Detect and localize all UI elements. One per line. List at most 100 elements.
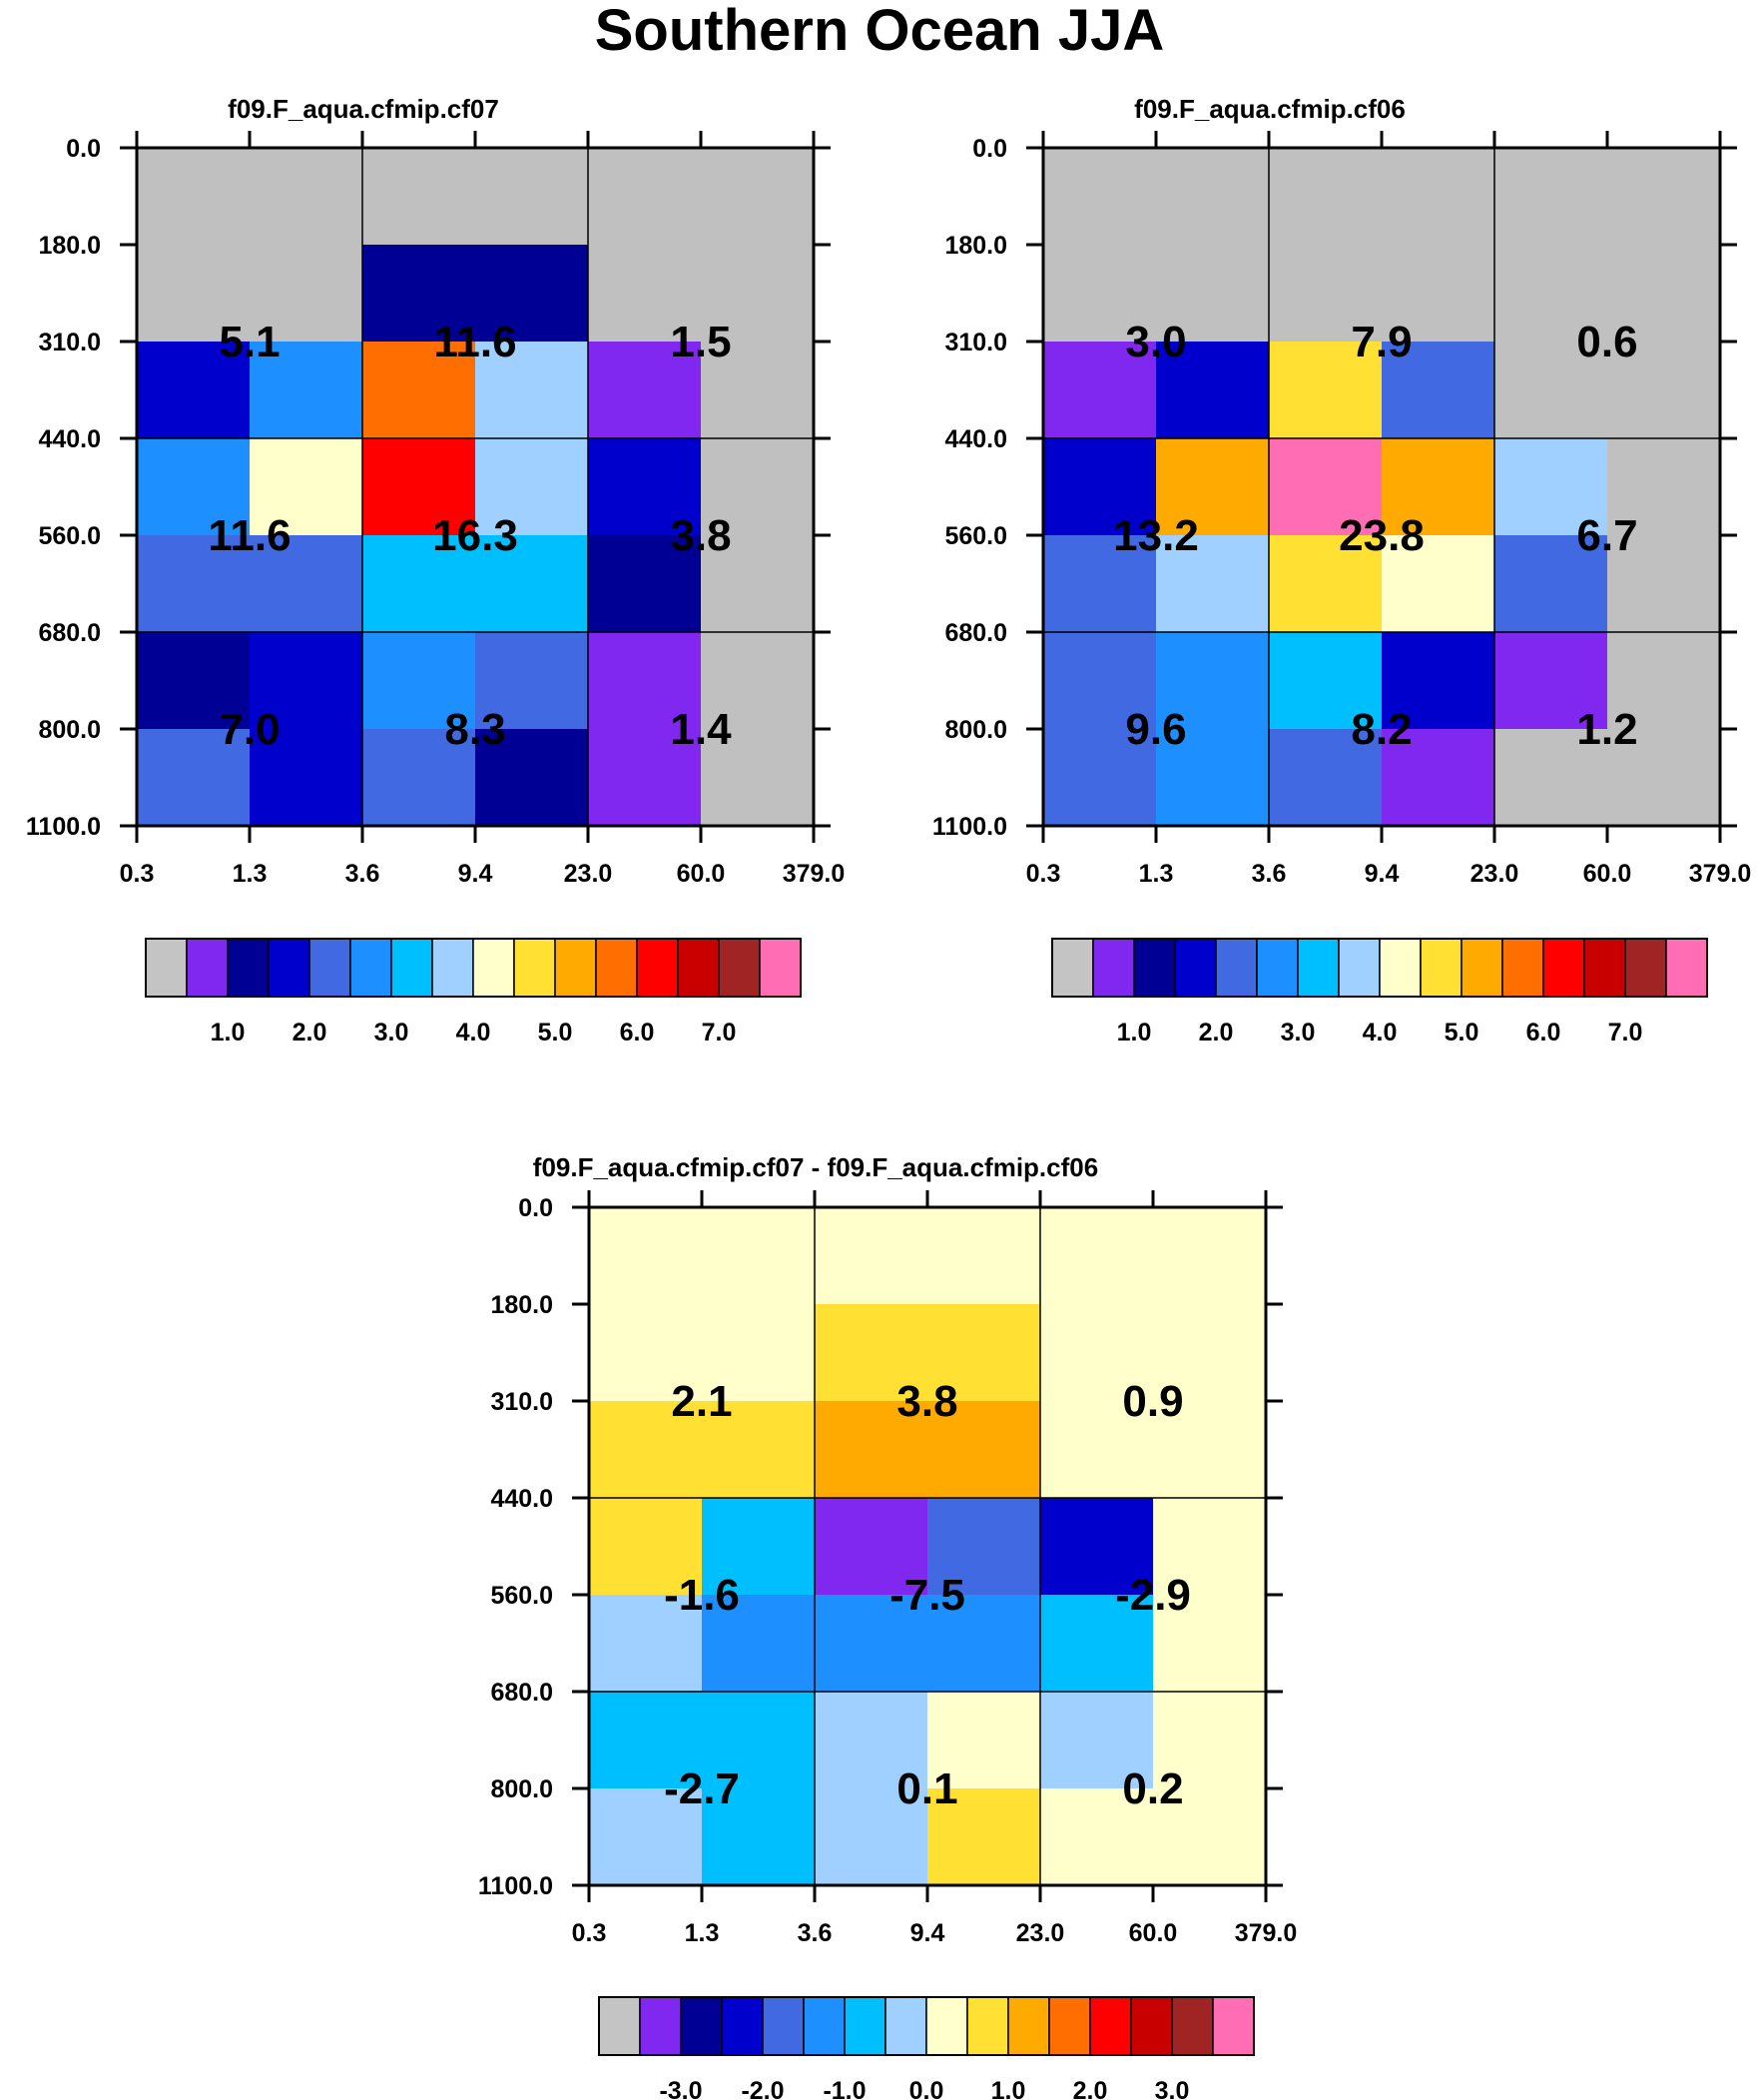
colorbar-swatch xyxy=(1542,938,1585,998)
heatmap-cell xyxy=(589,1401,703,1499)
y-tick-label: 560.0 xyxy=(38,522,101,550)
heatmap-cell xyxy=(475,245,589,343)
box-value-label: 0.1 xyxy=(896,1764,957,1813)
x-tick-label: 0.3 xyxy=(120,860,155,888)
colorbar-swatch xyxy=(145,938,188,998)
heatmap-cell xyxy=(927,1498,1041,1596)
heatmap-cell xyxy=(1156,535,1270,633)
heatmap-cell xyxy=(815,1788,928,1886)
colorbar-swatch xyxy=(1133,938,1176,998)
box-value-label: -2.7 xyxy=(664,1764,740,1813)
colorbar-swatch xyxy=(966,1996,1009,2056)
colorbar-swatch xyxy=(1624,938,1667,998)
colorbar-swatch xyxy=(680,1996,723,2056)
heatmap-cell xyxy=(475,535,589,633)
colorbar-swatch xyxy=(718,938,761,998)
heatmap-cell xyxy=(701,342,815,439)
colorbar-label: 3.0 xyxy=(374,1019,409,1047)
colorbar-swatch xyxy=(1089,1996,1132,2056)
colorbar-swatch xyxy=(1007,1996,1050,2056)
colorbar-swatch xyxy=(762,1996,805,2056)
heatmap-cell xyxy=(1153,1207,1267,1305)
heatmap-cell xyxy=(927,1692,1041,1789)
box-value-label: 23.8 xyxy=(1339,511,1425,560)
box-value-label: 3.0 xyxy=(1125,318,1186,366)
heatmap-cell xyxy=(362,245,476,343)
panel-title: f09.F_aqua.cfmip.cf06 xyxy=(1134,94,1406,124)
heatmap-cell xyxy=(702,1207,816,1305)
box-value-label: 9.6 xyxy=(1125,705,1186,754)
box-value-label: 11.6 xyxy=(208,511,291,560)
heatmap-cell xyxy=(1607,245,1721,343)
heatmap-cell xyxy=(927,1401,1041,1499)
colorbar-swatch xyxy=(554,938,597,998)
heatmap-cell xyxy=(1269,535,1383,633)
heatmap-cell xyxy=(1269,632,1383,730)
colorbar-swatch xyxy=(349,938,392,998)
heatmap-cell xyxy=(815,1401,928,1499)
box-value-label: 7.0 xyxy=(219,705,280,754)
heatmap-cell xyxy=(702,1692,816,1789)
heatmap-cell xyxy=(1494,342,1608,439)
heatmap-cell xyxy=(250,535,363,633)
heatmap-cell xyxy=(702,1498,816,1596)
colorbar-label: -2.0 xyxy=(741,2077,784,2100)
colorbar-label: 2.0 xyxy=(293,1019,327,1047)
heatmap-cell xyxy=(475,342,589,439)
colorbar-swatch xyxy=(1583,938,1626,998)
heatmap-cell xyxy=(475,632,589,730)
heatmap-cell xyxy=(701,245,815,343)
x-tick-label: 3.6 xyxy=(345,860,380,888)
colorbar-swatch xyxy=(1379,938,1422,998)
x-tick-label: 0.3 xyxy=(572,1919,607,1947)
colorbar-swatch xyxy=(1174,938,1217,998)
colorbar-label: 1.0 xyxy=(991,2077,1026,2100)
x-tick-label: 0.3 xyxy=(1026,860,1061,888)
heatmap-cell xyxy=(475,729,589,827)
heatmap-cell xyxy=(701,148,815,246)
y-tick-label: 800.0 xyxy=(38,716,101,744)
colorbar-swatch xyxy=(390,938,433,998)
heatmap-cell xyxy=(1382,148,1495,246)
heatmap-cell xyxy=(1607,342,1721,439)
colorbar-swatch xyxy=(1092,938,1135,998)
heatmap-cell xyxy=(137,438,251,536)
heatmap-cell xyxy=(1043,438,1157,536)
box-value-label: 3.8 xyxy=(670,511,731,560)
colorbar-swatch xyxy=(308,938,351,998)
box-value-label: -1.6 xyxy=(664,1571,740,1620)
heatmap-cell xyxy=(1494,148,1608,246)
heatmap-cell xyxy=(137,535,251,633)
colorbar-swatch xyxy=(227,938,270,998)
heatmap-cell xyxy=(1494,632,1608,730)
heatmap-cell xyxy=(702,1401,816,1499)
y-tick-label: 1100.0 xyxy=(478,1872,553,1900)
y-tick-label: 180.0 xyxy=(490,1291,553,1319)
heatmap-cell xyxy=(1040,1692,1154,1789)
heatmap-cell xyxy=(588,245,702,343)
y-tick-label: 800.0 xyxy=(944,716,1007,744)
box-value-label: -7.5 xyxy=(889,1571,965,1620)
heatmap-cell xyxy=(1156,245,1270,343)
heatmap-cell xyxy=(1494,729,1608,827)
heatmap-cell xyxy=(362,729,476,827)
box-value-label: 0.6 xyxy=(1576,318,1637,366)
heatmap-cell xyxy=(250,438,363,536)
box-value-label: 16.3 xyxy=(432,511,518,560)
heatmap-cell xyxy=(1153,1401,1267,1499)
panel-difference: f09.F_aqua.cfmip.cf07 - f09.F_aqua.cfmip… xyxy=(478,1152,1297,2100)
colorbar-swatch xyxy=(1338,938,1381,998)
y-tick-label: 680.0 xyxy=(944,619,1007,647)
y-tick-label: 0.0 xyxy=(66,135,101,163)
colorbar-label: -3.0 xyxy=(659,2077,702,2100)
y-tick-label: 180.0 xyxy=(38,232,101,260)
colorbar-label: 5.0 xyxy=(1445,1019,1479,1047)
x-tick-label: 9.4 xyxy=(1365,860,1400,888)
heatmap-cell xyxy=(815,1207,928,1305)
heatmap-cell xyxy=(1043,535,1157,633)
colorbar-swatch xyxy=(431,938,474,998)
heatmap-cell xyxy=(1153,1595,1267,1693)
heatmap-cell xyxy=(1153,1692,1267,1789)
heatmap-cell xyxy=(1607,729,1721,827)
heatmap-cell xyxy=(137,342,251,439)
